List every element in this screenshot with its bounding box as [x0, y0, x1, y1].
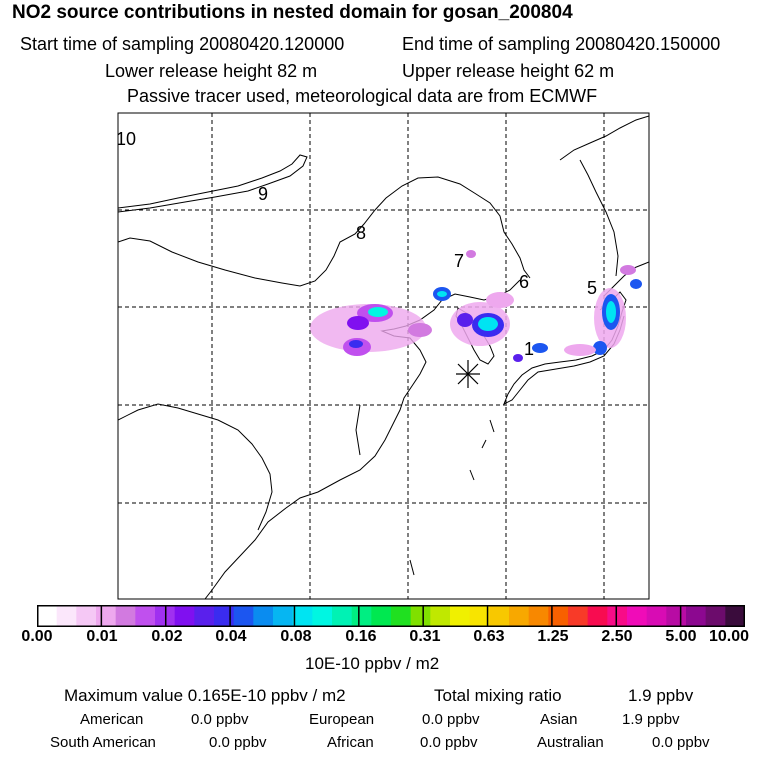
scale-swatch: [548, 605, 569, 627]
map-frame: [117, 112, 650, 600]
receptor-marker: [456, 360, 480, 388]
region-name-european: European: [309, 711, 375, 728]
figure-title: NO2 source contributions in nested domai…: [12, 2, 573, 23]
scale-swatch: [56, 605, 77, 627]
scale-swatch: [351, 605, 372, 627]
scale-swatch: [686, 605, 707, 627]
scale-swatch: [233, 605, 254, 627]
contour-label: 7: [454, 251, 464, 271]
region-value-asian: 1.9 ppbv: [622, 711, 680, 728]
scale-swatch: [528, 605, 549, 627]
scale-swatch: [725, 605, 745, 627]
scale-tick: 10.00: [708, 628, 750, 645]
scale-tick: 0.04: [215, 628, 247, 645]
scale-swatch: [332, 605, 353, 627]
scale-swatch: [312, 605, 333, 627]
graticule: [118, 113, 649, 599]
scale-swatch: [37, 605, 58, 627]
scale-swatch: [292, 605, 313, 627]
scale-tick: 0.63: [473, 628, 505, 645]
map-content: 10 9 8 7 6 5 1: [116, 113, 649, 599]
scale-swatch: [253, 605, 274, 627]
scale-swatch: [469, 605, 490, 627]
scale-swatch: [194, 605, 215, 627]
scale-swatch: [96, 605, 117, 627]
scale-swatch: [430, 605, 451, 627]
tracer-note: Passive tracer used, meteorological data…: [127, 86, 598, 106]
scale-swatch: [391, 605, 412, 627]
scale-swatch: [450, 605, 471, 627]
concentration-plumes: [310, 250, 642, 362]
scale-swatch: [705, 605, 726, 627]
scale-tick: 2.50: [601, 628, 633, 645]
region-value-european: 0.0 ppbv: [422, 711, 480, 728]
scale-tick: 0.01: [86, 628, 118, 645]
scale-tick: 0.08: [280, 628, 312, 645]
scale-swatch: [627, 605, 648, 627]
region-value-australian: 0.0 ppbv: [652, 734, 710, 751]
contour-label: 9: [258, 184, 268, 204]
region-value-african: 0.0 ppbv: [420, 734, 478, 751]
map-panel: 10 9 8 7 6 5 1: [116, 112, 650, 600]
scale-tick: 0.02: [151, 628, 183, 645]
region-value-south-american: 0.0 ppbv: [209, 734, 267, 751]
scale-tick: 5.00: [665, 628, 697, 645]
coastlines: [118, 115, 649, 599]
start-time: Start time of sampling 20080420.120000: [20, 34, 345, 54]
contour-label: 10: [116, 129, 136, 149]
scale-swatch: [607, 605, 628, 627]
color-scale: [37, 605, 745, 627]
end-time: End time of sampling 20080420.150000: [402, 34, 721, 54]
scale-swatch: [489, 605, 510, 627]
scale-swatch: [174, 605, 195, 627]
upper-release-height: Upper release height 62 m: [402, 61, 615, 81]
scale-swatch: [371, 605, 392, 627]
contour-label: 5: [587, 278, 597, 298]
total-mixing-value: 1.9 ppbv: [628, 686, 694, 705]
contour-label: 8: [356, 223, 366, 243]
region-name-south-american: South American: [50, 734, 156, 751]
region-value-american: 0.0 ppbv: [191, 711, 249, 728]
region-name-australian: Australian: [537, 734, 604, 751]
scale-swatch: [666, 605, 687, 627]
scale-swatch: [273, 605, 294, 627]
region-name-african: African: [327, 734, 374, 751]
scale-border: [37, 605, 745, 627]
scale-swatch: [115, 605, 136, 627]
scale-swatch: [410, 605, 431, 627]
total-mixing-label: Total mixing ratio: [434, 686, 562, 705]
scale-swatch: [646, 605, 667, 627]
scale-tick: 0.00: [21, 628, 53, 645]
contour-label: 1: [524, 339, 534, 359]
scale-unit: 10E-10 ppbv / m2: [305, 654, 440, 673]
scale-swatch: [135, 605, 156, 627]
region-name-asian: Asian: [540, 711, 578, 728]
scale-tick: 1.25: [537, 628, 569, 645]
scale-swatch: [214, 605, 235, 627]
scale-tick: 0.31: [409, 628, 441, 645]
lower-release-height: Lower release height 82 m: [105, 61, 318, 81]
scale-swatch: [568, 605, 589, 627]
region-name-american: American: [80, 711, 144, 728]
scale-tick: 0.16: [345, 628, 377, 645]
maximum-value: Maximum value 0.165E-10 ppbv / m2: [64, 686, 346, 705]
scale-swatch: [76, 605, 97, 627]
scale-swatch: [509, 605, 530, 627]
contour-label: 6: [519, 272, 529, 292]
scale-swatch: [587, 605, 608, 627]
